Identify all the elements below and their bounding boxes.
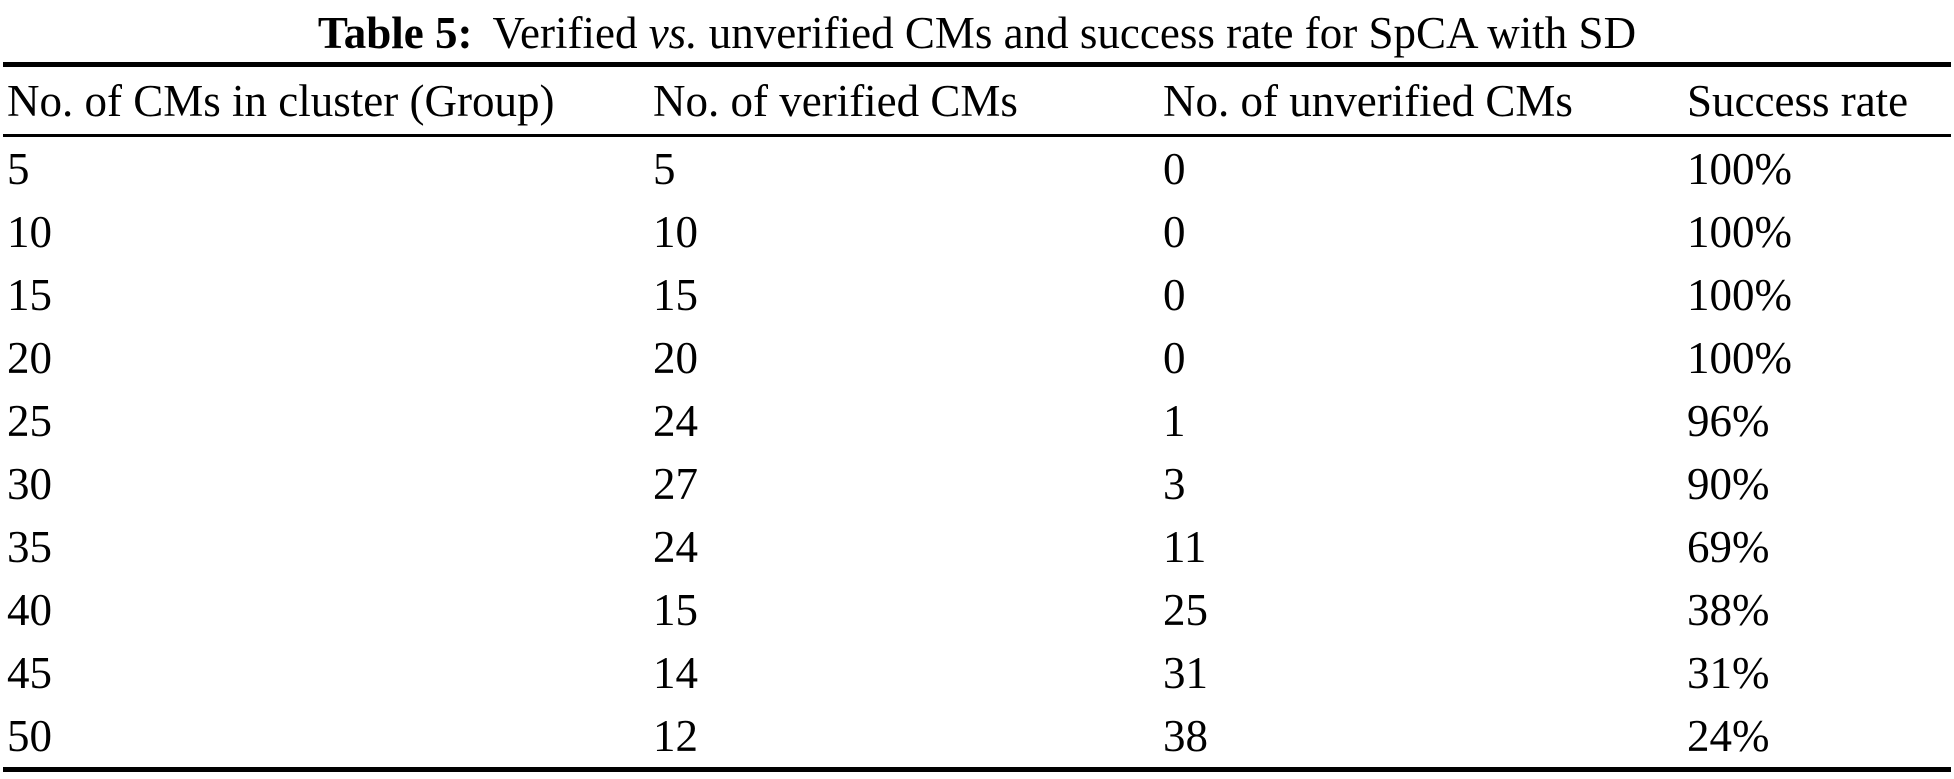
table-caption-text-1: Verified xyxy=(492,8,638,58)
table-cell: 12 xyxy=(653,710,698,761)
table-cell: 100% xyxy=(1687,143,1792,194)
results-table: No. of CMs in cluster (Group) No. of ver… xyxy=(3,62,1951,772)
table-cell: 25 xyxy=(7,395,52,446)
column-header-unverified-cms: No. of unverified CMs xyxy=(1163,64,1687,137)
table-cell: 20 xyxy=(7,332,52,383)
table-row: 10 10 0 100% xyxy=(3,200,1951,263)
table-cell: 1 xyxy=(1163,395,1186,446)
table-cell: 0 xyxy=(1163,332,1186,383)
table-cell: 31% xyxy=(1687,647,1770,698)
table-row: 45 14 31 31% xyxy=(3,641,1951,704)
header-row: No. of CMs in cluster (Group) No. of ver… xyxy=(3,64,1951,137)
column-header-cms-in-cluster: No. of CMs in cluster (Group) xyxy=(3,64,653,137)
table-row: 40 15 25 38% xyxy=(3,578,1951,641)
table-cell: 38 xyxy=(1163,710,1208,761)
table-row: 30 27 3 90% xyxy=(3,452,1951,515)
table-cell: 30 xyxy=(7,458,52,509)
table-cell: 11 xyxy=(1163,521,1207,572)
table-cell: 35 xyxy=(7,521,52,572)
column-header-verified-cms: No. of verified CMs xyxy=(653,64,1163,137)
table-cell: 25 xyxy=(1163,584,1208,635)
table-cell: 100% xyxy=(1687,269,1792,320)
table-cell: 24 xyxy=(653,395,698,446)
table-row: 5 5 0 100% xyxy=(3,136,1951,201)
table-cell: 31 xyxy=(1163,647,1208,698)
table-cell: 100% xyxy=(1687,332,1792,383)
column-header-success-rate: Success rate xyxy=(1687,64,1951,137)
table-cell: 10 xyxy=(653,206,698,257)
table-cell: 20 xyxy=(653,332,698,383)
table-row: 50 12 38 24% xyxy=(3,704,1951,770)
table-cell: 10 xyxy=(7,206,52,257)
table-cell: 5 xyxy=(7,143,30,194)
table-row: 20 20 0 100% xyxy=(3,326,1951,389)
table-cell: 96% xyxy=(1687,395,1770,446)
table-cell: 15 xyxy=(653,269,698,320)
table-cell: 50 xyxy=(7,710,52,761)
table-cell: 14 xyxy=(653,647,698,698)
table-caption: Table 5: Verified vs. unverified CMs and … xyxy=(0,0,1954,62)
table-cell: 24% xyxy=(1687,710,1770,761)
table-cell: 38% xyxy=(1687,584,1770,635)
table-row: 25 24 1 96% xyxy=(3,389,1951,452)
table-cell: 15 xyxy=(7,269,52,320)
table-cell: 100% xyxy=(1687,206,1792,257)
table-cell: 0 xyxy=(1163,143,1186,194)
table-cell: 24 xyxy=(653,521,698,572)
table-cell: 5 xyxy=(653,143,676,194)
table-cell: 0 xyxy=(1163,269,1186,320)
table-cell: 0 xyxy=(1163,206,1186,257)
table-row: 15 15 0 100% xyxy=(3,263,1951,326)
table-cell: 15 xyxy=(653,584,698,635)
table-cell: 69% xyxy=(1687,521,1770,572)
table-cell: 45 xyxy=(7,647,52,698)
table-cell: 27 xyxy=(653,458,698,509)
table-cell: 3 xyxy=(1163,458,1186,509)
table-cell: 90% xyxy=(1687,458,1770,509)
table-cell: 40 xyxy=(7,584,52,635)
table-caption-vs: vs. xyxy=(648,8,698,58)
table-caption-label: Table 5: xyxy=(317,8,473,58)
table-caption-text-2: unverified CMs and success rate for SpCA… xyxy=(708,8,1637,58)
table-row: 35 24 11 69% xyxy=(3,515,1951,578)
